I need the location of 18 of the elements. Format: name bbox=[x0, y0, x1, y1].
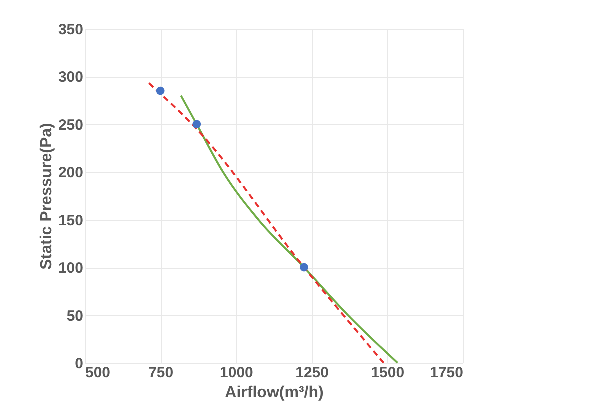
x-tick-label: 1250 bbox=[296, 364, 329, 382]
y-tick-label: 0 bbox=[75, 356, 84, 372]
y-tick-label: 150 bbox=[58, 212, 84, 230]
y-tick-label: 350 bbox=[58, 22, 84, 38]
x-tick-label: 1000 bbox=[220, 364, 254, 382]
y-tick-label: 50 bbox=[66, 308, 84, 325]
x-tick-label: 1500 bbox=[371, 364, 405, 382]
line-series bbox=[180, 94, 399, 364]
y-tick-label: 200 bbox=[58, 164, 84, 182]
y-axis-title: Static Pressure(Pa) bbox=[38, 123, 56, 270]
x-tick-label: 1750 bbox=[430, 364, 464, 382]
x-tick-label: 500 bbox=[86, 364, 111, 382]
x-axis-title: Airflow(m³/h) bbox=[225, 384, 324, 402]
x-tick-label: 750 bbox=[148, 364, 174, 382]
y-tick-label: 300 bbox=[58, 69, 84, 86]
y-tick-label: 100 bbox=[58, 260, 84, 278]
line-series bbox=[148, 82, 385, 364]
y-tick-label: 250 bbox=[58, 116, 84, 134]
